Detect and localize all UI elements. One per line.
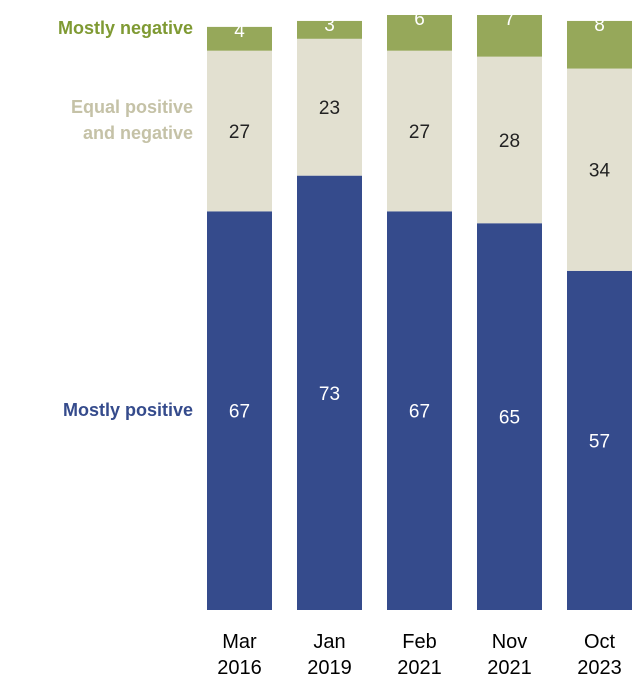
bar-mar-2016-mostly-negative (207, 26, 272, 51)
bar-feb-2021-equal-positive-and-negative (387, 50, 452, 212)
data-label-mar-2016-mostly-positive: 67 (229, 402, 250, 423)
data-label-nov-2021-mostly-positive: 65 (499, 408, 520, 429)
x-tick-label-mar-2016-line-2: 2016 (217, 657, 262, 677)
data-label-oct-2023-mostly-negative: 8 (594, 15, 605, 36)
data-label-mar-2016-equal-positive-and-negative: 27 (229, 122, 250, 143)
x-tick-label-feb-2021-line-2: 2021 (397, 657, 442, 677)
bar-oct-2023-equal-positive-and-negative (567, 68, 632, 271)
x-tick-label-mar-2016-line-1: Mar (222, 631, 257, 653)
legend-label-equal-positive-and-negative-line-1: Equal positive (71, 97, 193, 117)
bar-oct-2023-mostly-negative (567, 20, 632, 69)
bars-group: 67 27 4 73 23 3 67 27 6 65 28 7 57 34 8 (207, 9, 632, 610)
x-tick-label-oct-2023-line-2: 2023 (577, 657, 622, 677)
data-label-oct-2023-mostly-positive: 57 (589, 431, 610, 452)
data-label-jan-2019-mostly-positive: 73 (319, 384, 340, 405)
data-label-feb-2021-mostly-negative: 6 (414, 9, 425, 30)
x-axis-tick-labels: Mar 2016 Jan 2019 Feb 2021 Nov 2021 Oct 2023 (217, 631, 622, 677)
bar-mar-2016-equal-positive-and-negative (207, 50, 272, 212)
x-tick-label-jan-2019-line-2: 2019 (307, 657, 352, 677)
bar-oct-2023-mostly-positive (567, 270, 632, 610)
bar-nov-2021-mostly-negative (477, 15, 542, 57)
bar-nov-2021-mostly-positive (477, 223, 542, 610)
data-label-jan-2019-equal-positive-and-negative: 23 (319, 98, 340, 119)
x-tick-label-feb-2021-line-1: Feb (402, 631, 436, 653)
data-label-feb-2021-mostly-positive: 67 (409, 402, 430, 423)
legend-label-equal-positive-and-negative-line-2: and negative (83, 123, 193, 143)
x-tick-label-nov-2021-line-2: 2021 (487, 657, 532, 677)
bar-nov-2021-equal-positive-and-negative (477, 56, 542, 224)
data-label-mar-2016-mostly-negative: 4 (234, 21, 245, 42)
legend-label-mostly-negative-line-1: Mostly negative (58, 18, 193, 38)
x-tick-label-nov-2021-line-1: Nov (492, 631, 528, 653)
legend-group: Mostly positive Equal positive and negativ… (58, 18, 193, 420)
bar-feb-2021-mostly-negative (387, 15, 452, 51)
bar-jan-2019-equal-positive-and-negative (297, 38, 362, 176)
data-label-feb-2021-equal-positive-and-negative: 27 (409, 122, 430, 143)
legend-label-mostly-positive-line-1: Mostly positive (63, 400, 193, 420)
data-label-jan-2019-mostly-negative: 3 (324, 15, 335, 36)
data-label-nov-2021-equal-positive-and-negative: 28 (499, 131, 520, 152)
x-tick-label-oct-2023-line-1: Oct (584, 631, 616, 653)
x-tick-label-jan-2019-line-1: Jan (313, 631, 345, 653)
bar-feb-2021-mostly-positive (387, 211, 452, 610)
data-label-oct-2023-equal-positive-and-negative: 34 (589, 161, 611, 182)
data-label-nov-2021-mostly-negative: 7 (504, 9, 515, 30)
bar-jan-2019-mostly-negative (297, 20, 362, 39)
bar-mar-2016-mostly-positive (207, 211, 272, 610)
bar-jan-2019-mostly-positive (297, 175, 362, 610)
